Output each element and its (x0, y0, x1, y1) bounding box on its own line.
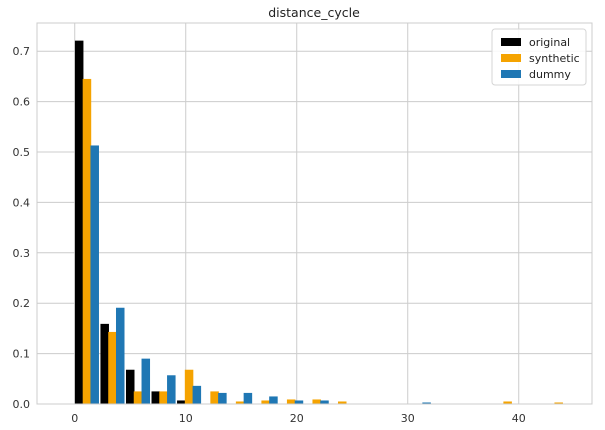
bar-synthetic (261, 400, 270, 404)
bar-synthetic (312, 399, 321, 404)
y-tick-label: 0.0 (13, 398, 31, 411)
x-axis-ticks: 0 10 20 30 40 (71, 412, 526, 425)
legend-swatch-synthetic (501, 54, 521, 62)
y-tick-label: 0.4 (13, 196, 31, 209)
bar-synthetic (235, 401, 245, 404)
legend-label-dummy: dummy (529, 68, 571, 81)
legend-label-original: original (529, 36, 570, 49)
bar-dummy (294, 400, 304, 404)
bar-synthetic (337, 401, 347, 404)
bar-dummy (320, 400, 329, 404)
bar-synthetic (108, 331, 117, 404)
bar-synthetic (210, 391, 219, 404)
y-tick-label: 0.3 (13, 247, 31, 260)
x-tick-label: 20 (290, 412, 304, 425)
x-tick-label: 30 (401, 412, 415, 425)
y-tick-label: 0.5 (13, 146, 31, 159)
bar-dummy (141, 358, 151, 404)
bar-synthetic (286, 399, 296, 404)
bar-dummy (192, 385, 202, 404)
bar-dummy (218, 392, 227, 404)
x-tick-label: 40 (512, 412, 526, 425)
bar-dummy (269, 396, 278, 404)
plot-frame (36, 22, 593, 405)
bar-synthetic (184, 369, 194, 404)
y-axis-ticks: 0.0 0.1 0.2 0.3 0.4 0.5 0.6 0.7 (13, 45, 31, 411)
chart-title: distance_cycle (268, 5, 360, 20)
bar-synthetic (133, 391, 143, 404)
y-tick-label: 0.1 (13, 348, 31, 361)
x-tick-label: 0 (71, 412, 78, 425)
y-tick-label: 0.2 (13, 297, 31, 310)
bar-dummy (90, 145, 99, 404)
bar-dummy (115, 307, 125, 404)
bar-original (74, 40, 84, 405)
legend-swatch-original (501, 38, 521, 46)
bar-synthetic (503, 401, 512, 404)
bar-original (177, 400, 186, 404)
legend-label-synthetic: synthetic (529, 52, 580, 65)
bar-original (125, 369, 135, 404)
legend: original synthetic dummy (491, 28, 587, 86)
bar-dummy (422, 402, 431, 404)
y-tick-label: 0.7 (13, 45, 31, 58)
legend-swatch-dummy (501, 70, 521, 78)
bar-original (151, 391, 161, 404)
bar-synthetic (82, 78, 92, 404)
bar-dummy (167, 375, 176, 404)
bar-synthetic (159, 391, 168, 404)
bar-dummy (243, 392, 253, 404)
bar-original (100, 323, 109, 404)
bar-synthetic (554, 402, 563, 404)
bars (74, 40, 563, 405)
x-tick-label: 10 (179, 412, 193, 425)
y-tick-label: 0.6 (13, 96, 31, 109)
